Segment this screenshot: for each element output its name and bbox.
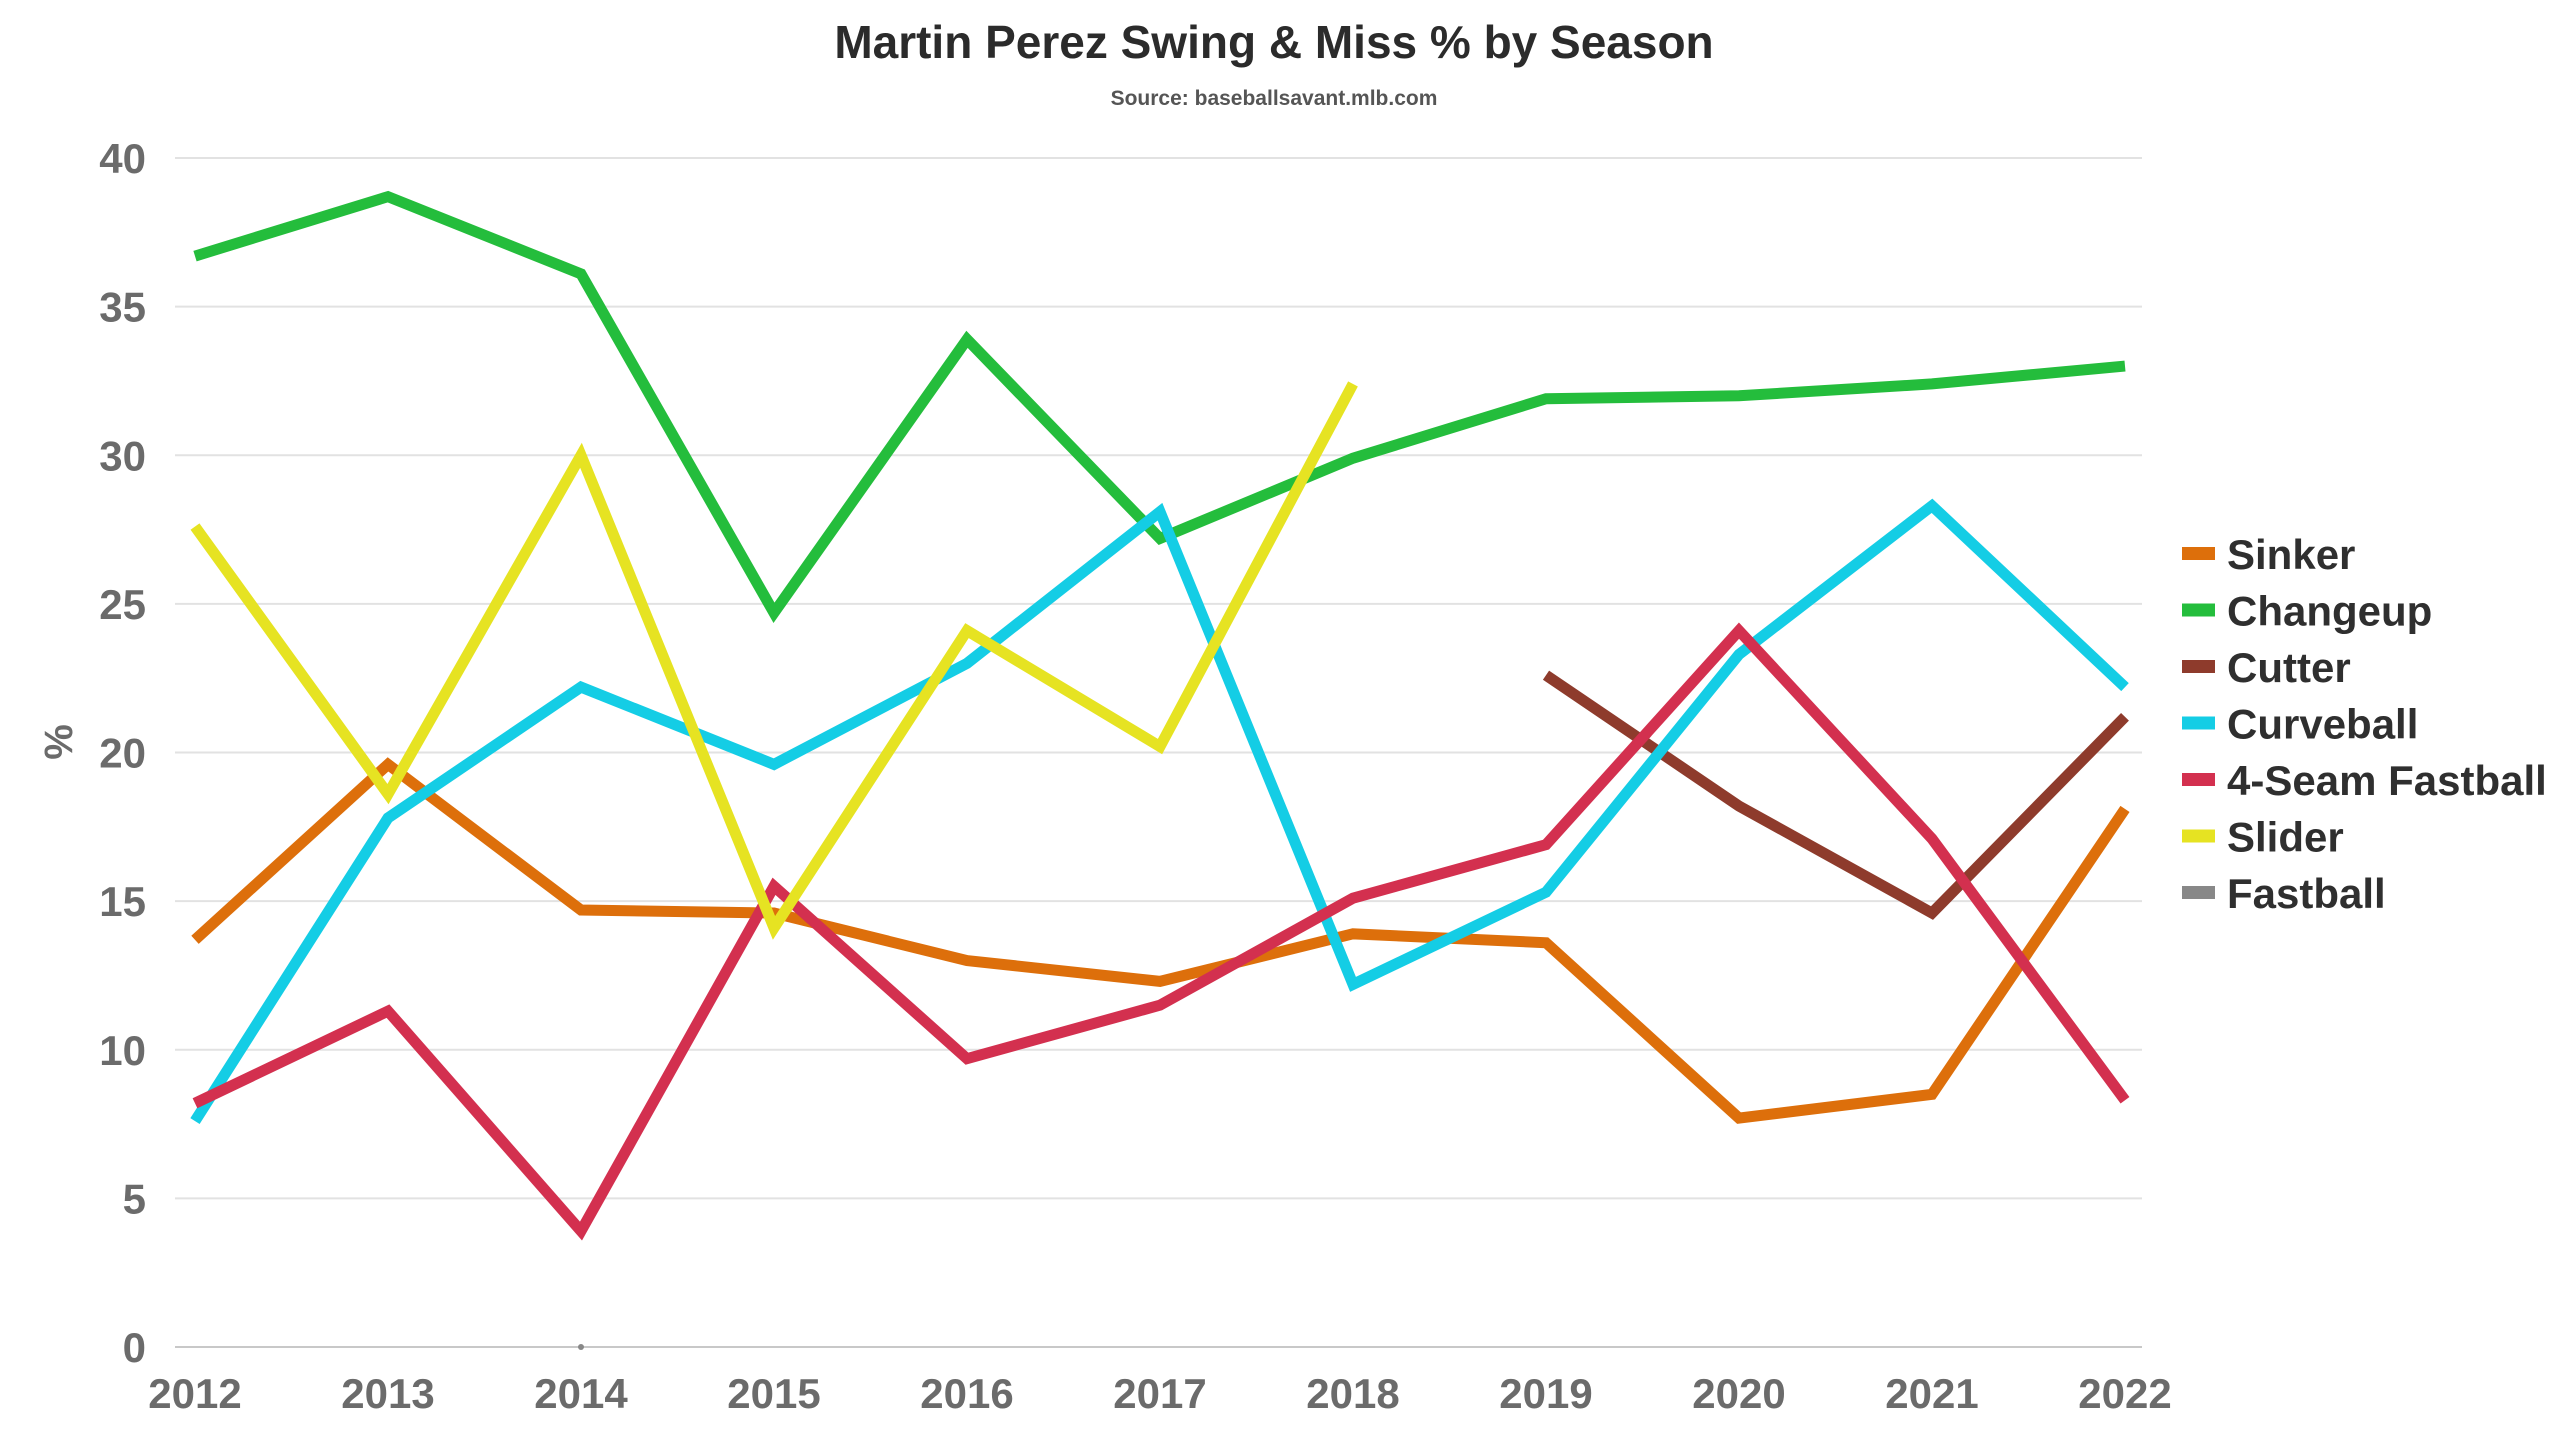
series-changeup — [193, 190, 2126, 624]
legend-swatch — [2182, 829, 2215, 843]
series-line — [1542, 670, 2129, 920]
y-axis-label: % — [37, 724, 81, 760]
x-tick-label: 2020 — [1692, 1370, 1785, 1417]
legend-label: Sinker — [2227, 531, 2355, 578]
x-tick-label: 2017 — [1113, 1370, 1206, 1417]
y-tick-label: 35 — [99, 284, 146, 331]
y-tick-label: 5 — [123, 1175, 146, 1222]
series-line — [193, 190, 2126, 624]
legend-item: Cutter — [2182, 644, 2351, 691]
y-tick-label: 15 — [99, 878, 146, 925]
chart-subtitle: Source: baseballsavant.mlb.com — [1111, 87, 1438, 110]
legend-swatch — [2182, 716, 2215, 730]
y-tick-label: 25 — [99, 581, 146, 628]
series-line — [191, 757, 2130, 1124]
series-layer — [190, 190, 2130, 1350]
x-tick-label: 2012 — [148, 1370, 241, 1417]
y-tick-label: 0 — [123, 1324, 146, 1371]
series-line — [190, 381, 1358, 940]
legend-label: Slider — [2227, 814, 2344, 861]
series-4-seam-fastball — [192, 622, 2130, 1241]
legend-swatch — [2182, 660, 2215, 673]
legend-swatch — [2182, 603, 2215, 617]
x-tick-label: 2019 — [1499, 1370, 1592, 1417]
series-cutter — [1542, 670, 2129, 920]
x-tick-label: 2014 — [534, 1370, 628, 1417]
legend-item: Slider — [2182, 814, 2344, 861]
x-tick-label: 2021 — [1885, 1370, 1978, 1417]
legend-item: Curveball — [2182, 701, 2418, 748]
series-curveball — [190, 498, 2129, 1125]
legend-label: 4-Seam Fastball — [2227, 757, 2547, 804]
series-sinker — [191, 757, 2130, 1124]
y-tick-label: 10 — [99, 1027, 146, 1074]
x-tick-label: 2015 — [727, 1370, 820, 1417]
legend-swatch — [2182, 773, 2215, 786]
legend-label: Changeup — [2227, 588, 2432, 635]
x-tick-label: 2016 — [920, 1370, 1013, 1417]
x-tick-label: 2022 — [2078, 1370, 2171, 1417]
x-tick-label: 2013 — [341, 1370, 434, 1417]
legend-item: Fastball — [2182, 870, 2386, 917]
grid-layer — [175, 157, 2142, 1200]
series-slider — [190, 381, 1358, 940]
legend-swatch — [2182, 547, 2215, 560]
axis-layer: 0 5 10 15 20 25 30 35 40 2012 2013 2014 2015 2016 2017… — [99, 135, 2171, 1417]
y-tick-label: 30 — [99, 432, 146, 479]
series-line — [190, 498, 2129, 1125]
series-point — [578, 1344, 584, 1350]
legend-swatch — [2182, 886, 2215, 899]
legend-label: Fastball — [2227, 870, 2386, 917]
series-line — [192, 622, 2130, 1241]
y-tick-label: 40 — [99, 135, 146, 182]
legend-item: Sinker — [2182, 531, 2355, 578]
x-tick-label: 2018 — [1306, 1370, 1399, 1417]
y-tick-label: 20 — [99, 730, 146, 777]
legend-label: Curveball — [2227, 701, 2418, 748]
chart-title: Martin Perez Swing & Miss % by Season — [834, 16, 1713, 68]
legend-label: Cutter — [2227, 644, 2351, 691]
legend: Sinker Changeup Cutter Curveball 4-Seam Fast… — [2182, 531, 2547, 917]
legend-item: 4-Seam Fastball — [2182, 757, 2547, 804]
legend-item: Changeup — [2182, 588, 2432, 635]
series-fastball — [578, 1344, 584, 1350]
